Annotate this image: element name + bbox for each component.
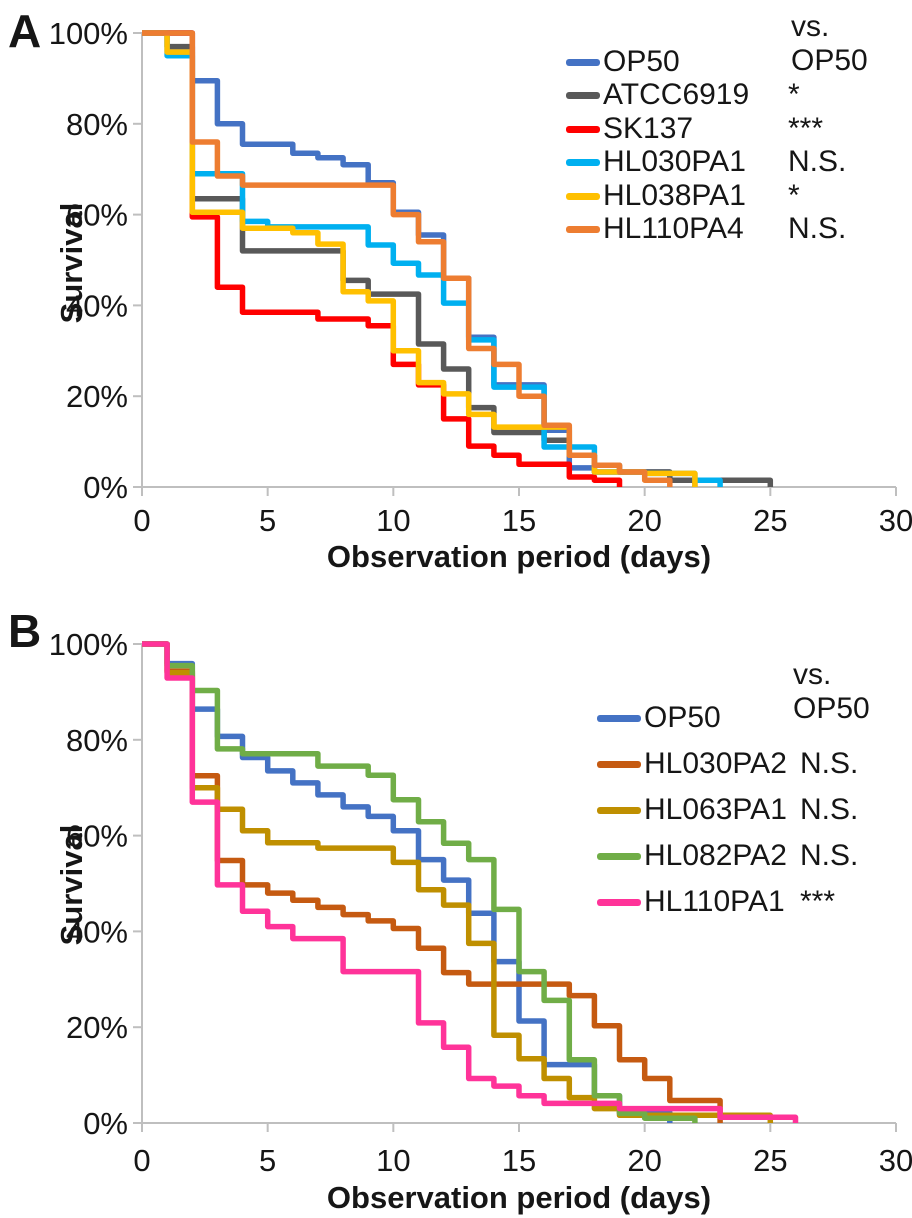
survival-plot-a: 100% 80% 60% 40% 20% 0%0 5 10 15 20 25 30 xyxy=(49,16,912,538)
y-tick-label: 20% xyxy=(66,379,128,414)
survival-curve-OP50 xyxy=(142,641,673,1123)
x-tick-label: 25 xyxy=(753,503,787,538)
x-tick-label: 30 xyxy=(879,1143,912,1178)
legend-title: vs. OP50 xyxy=(793,658,870,725)
y-tick-label: 80% xyxy=(66,107,128,142)
survival-curve-SK137 xyxy=(142,30,623,487)
y-tick-label: 100% xyxy=(49,16,128,51)
x-tick-label: 20 xyxy=(627,503,661,538)
x-tick-label: 10 xyxy=(376,1143,410,1178)
panel-a-letter: A xyxy=(8,5,42,57)
survival-curve-HL110PA4 xyxy=(142,30,673,487)
y-tick-label: 40% xyxy=(66,288,128,323)
y-tick-label: 40% xyxy=(66,914,128,949)
survival-curve-HL030PA1 xyxy=(142,30,723,487)
x-tick-label: 5 xyxy=(259,503,276,538)
x-tick-label: 15 xyxy=(502,503,536,538)
x-tick-label: 30 xyxy=(879,503,912,538)
survival-curve-HL110PA1 xyxy=(142,641,799,1123)
y-tick-label: 60% xyxy=(66,819,128,854)
x-tick-label: 25 xyxy=(753,1143,787,1178)
survival-curve-OP50 xyxy=(142,30,698,487)
survival-curve-HL082PA2 xyxy=(142,641,698,1123)
y-tick-label: 80% xyxy=(66,723,128,758)
x-axis-title: Observation period (days) xyxy=(326,539,712,574)
survival-curve-HL030PA2 xyxy=(142,641,723,1123)
x-tick-label: 15 xyxy=(502,1143,536,1178)
x-tick-label: 5 xyxy=(259,1143,276,1178)
x-tick-label: 0 xyxy=(133,503,150,538)
x-tick-label: 0 xyxy=(133,1143,150,1178)
y-tick-label: 60% xyxy=(66,198,128,233)
y-tick-label: 20% xyxy=(66,1010,128,1045)
x-axis-title: Observation period (days) xyxy=(326,1180,712,1215)
survival-curve-HL038PA1 xyxy=(142,30,698,487)
x-tick-label: 10 xyxy=(376,503,410,538)
y-tick-label: 100% xyxy=(49,627,128,662)
y-tick-label: 0% xyxy=(83,470,128,505)
legend-title: vs. OP50 xyxy=(791,10,868,77)
panel-a: A Survival 100% 80% 60% 40% 20% 0% 0 5 10 15 20 25 3… xyxy=(0,0,912,600)
x-tick-label: 20 xyxy=(627,1143,661,1178)
panel-b: B Survival 100% 80% 60% 40% 20% 0% 0 5 10 15 20 25 3… xyxy=(0,600,912,1218)
panel-b-letter: B xyxy=(8,605,42,657)
y-tick-label: 0% xyxy=(83,1106,128,1141)
survival-plot-b: 100% 80% 60% 40% 20% 0%0 5 10 15 20 25 30 xyxy=(49,627,912,1178)
